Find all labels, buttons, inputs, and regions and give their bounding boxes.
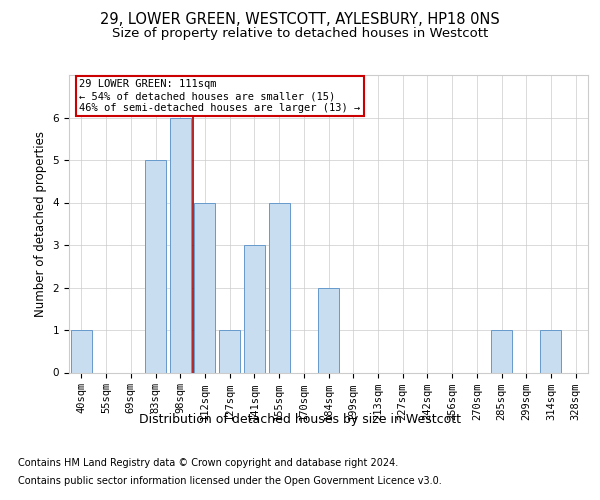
Bar (145, 160, 166, 372)
Bar (244, 245, 265, 372)
Bar (71, 330, 92, 372)
Bar (194, 202, 215, 372)
Text: 29 LOWER GREEN: 111sqm
← 54% of detached houses are smaller (15)
46% of semi-det: 29 LOWER GREEN: 111sqm ← 54% of detached… (79, 80, 361, 112)
Bar (170, 118, 191, 372)
Text: Distribution of detached houses by size in Westcott: Distribution of detached houses by size … (139, 412, 461, 426)
Bar (541, 330, 562, 372)
Bar (491, 330, 512, 372)
Text: Contains HM Land Registry data © Crown copyright and database right 2024.: Contains HM Land Registry data © Crown c… (18, 458, 398, 468)
Bar (219, 330, 240, 372)
Text: 29, LOWER GREEN, WESTCOTT, AYLESBURY, HP18 0NS: 29, LOWER GREEN, WESTCOTT, AYLESBURY, HP… (100, 12, 500, 28)
Bar (318, 288, 339, 372)
Text: Size of property relative to detached houses in Westcott: Size of property relative to detached ho… (112, 28, 488, 40)
Y-axis label: Number of detached properties: Number of detached properties (34, 130, 47, 317)
Bar (269, 202, 290, 372)
Text: Contains public sector information licensed under the Open Government Licence v3: Contains public sector information licen… (18, 476, 442, 486)
